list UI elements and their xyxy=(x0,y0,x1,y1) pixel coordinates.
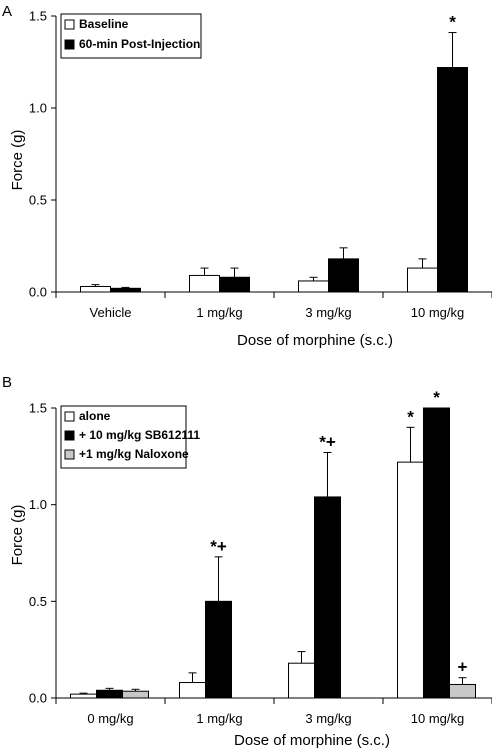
panel-a-y-tick-label: 1.0 xyxy=(29,101,47,116)
panel-b-legend-swatch-sb612111 xyxy=(64,430,75,441)
panel-b-legend-label-naloxone: +1 mg/kg Naloxone xyxy=(79,447,189,461)
panel-b-significance-mark: * xyxy=(407,407,414,426)
panel-a-x-tick-label: 3 mg/kg xyxy=(305,305,351,320)
panel-b-significance-mark: *+ xyxy=(319,432,336,451)
panel-b-x-tick-label: 0 mg/kg xyxy=(87,711,133,726)
panel-a-x-tick-label: Vehicle xyxy=(90,305,132,320)
panel-b-bar xyxy=(423,407,450,699)
panel-b-y-axis-label: Force (g) xyxy=(9,505,26,566)
panel-a-x-axis-label: Dose of morphine (s.c.) xyxy=(237,332,393,349)
panel-b-legend-swatch-naloxone xyxy=(64,449,75,460)
panel-a-plot-area: 0.0 0.5 1.0 1.5 Vehicle 1 mg/kg 3 mg/kg 10 mg/k… xyxy=(29,9,492,320)
panel-b-x-axis-label: Dose of morphine (s.c.) xyxy=(234,732,390,749)
panel-a-significance-mark: * xyxy=(449,13,456,32)
panel-a-legend-label-baseline: Baseline xyxy=(79,17,129,31)
panel-a-bar xyxy=(219,276,250,293)
panel-a-bar xyxy=(189,274,220,293)
panel-a-bar xyxy=(80,285,111,293)
panel-a-letter: A xyxy=(2,3,12,20)
panel-a-x-tick-label: 1 mg/kg xyxy=(196,305,242,320)
panel-a-x-tick-label: 10 mg/kg xyxy=(411,305,464,320)
panel-a-legend-swatch-baseline xyxy=(64,19,75,30)
panel-a-y-tick-label: 0.5 xyxy=(29,193,47,208)
panel-a-bar xyxy=(110,287,141,293)
panel-b-legend-label-alone: alone xyxy=(79,409,111,423)
panel-b-bar xyxy=(397,461,424,699)
panel-b-bar xyxy=(122,690,149,699)
panel-b-y-tick-label: 1.0 xyxy=(29,497,47,512)
panel-b-significance-mark: *+ xyxy=(210,537,227,556)
panel-b-bar xyxy=(96,689,123,699)
panel-b-bar xyxy=(179,682,206,699)
panel-b-legend-box xyxy=(60,405,187,469)
panel-a-chart: A Force (g) Dose of morphine (s.c.) 0.00… xyxy=(2,3,492,349)
panel-b-x-tick-label: 10 mg/kg xyxy=(411,711,464,726)
panel-b-bar xyxy=(314,496,341,699)
panel-a-legend-box xyxy=(60,13,202,59)
panel-b-legend-swatch-alone xyxy=(64,411,75,422)
panel-b-letter: B xyxy=(2,374,12,391)
panel-b-x-tick-label: 1 mg/kg xyxy=(196,711,242,726)
panel-b-chart: B Force (g) Dose of morphine (s.c.) 0.00… xyxy=(2,374,492,749)
panel-b-significance-mark: * xyxy=(433,388,440,407)
panel-a-bar xyxy=(328,258,359,293)
panel-b-y-tick-label: 1.5 xyxy=(29,401,47,416)
panel-b-bar xyxy=(205,600,232,699)
panel-a-legend-swatch-post xyxy=(64,39,75,50)
panel-b-y-tick-label: 0.5 xyxy=(29,594,47,609)
panel-b-bar xyxy=(449,683,476,699)
panel-b-significance-mark: + xyxy=(458,658,468,677)
panel-b-bar xyxy=(288,662,315,699)
panel-b-bar xyxy=(70,693,97,699)
panel-a-legend-label-post: 60-min Post-Injection xyxy=(79,37,200,51)
panel-b-legend: alone + 10 mg/kg SB612111 +1 mg/kg Nalox… xyxy=(60,405,200,469)
panel-a-bar xyxy=(437,67,468,293)
panel-b-legend-label-sb612111: + 10 mg/kg SB612111 xyxy=(79,428,200,442)
panel-a-y-tick-label: 0.0 xyxy=(29,285,47,300)
panel-a-bar xyxy=(407,267,438,293)
panel-a-bar xyxy=(298,280,329,293)
panel-a-legend: Baseline 60-min Post-Injection xyxy=(60,13,202,59)
panel-b-x-tick-label: 3 mg/kg xyxy=(305,711,351,726)
panel-b-y-tick-label: 0.0 xyxy=(29,691,47,706)
panel-b-plot-area: 0.0 0.5 1.0 1.5 0 mg/kg 1 mg/kg 3 mg/kg 10 mg/k… xyxy=(29,388,492,726)
panel-a-y-axis-label: Force (g) xyxy=(9,130,26,191)
panel-a-y-tick-label: 1.5 xyxy=(29,9,47,24)
